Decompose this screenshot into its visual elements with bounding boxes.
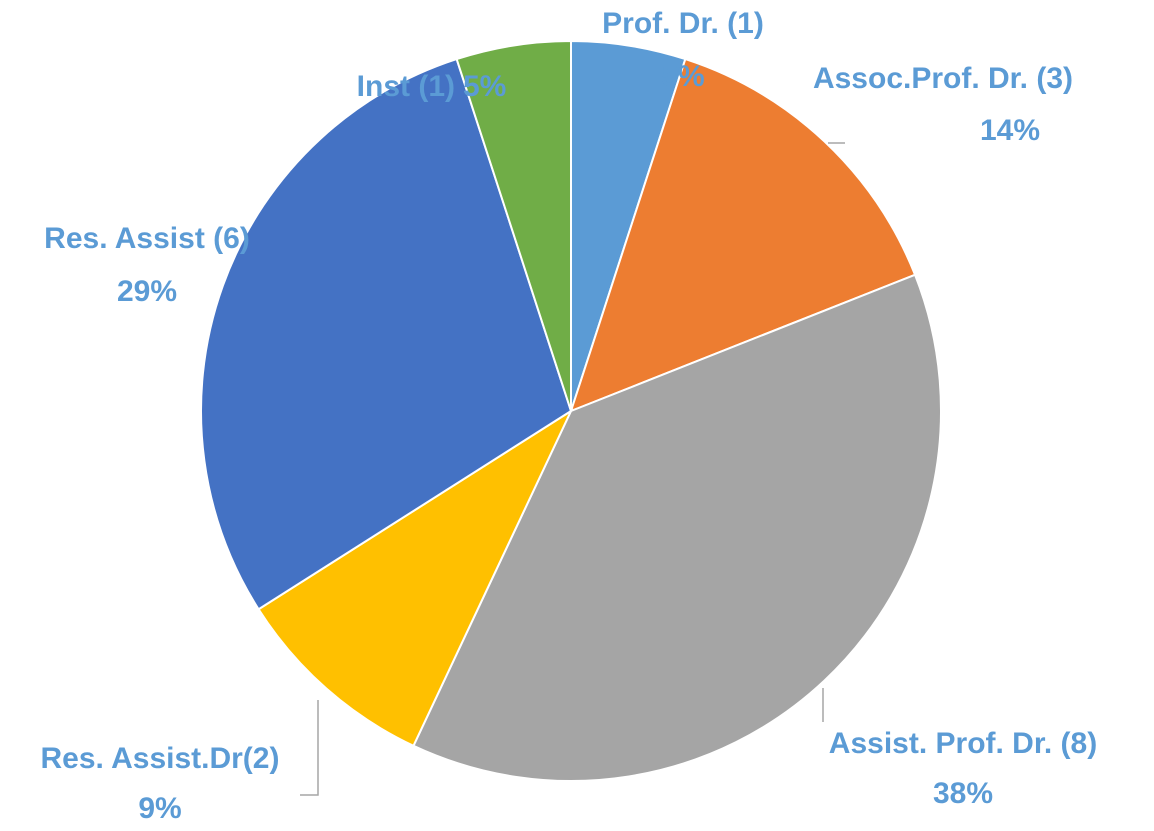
value-label: 5% (463, 70, 506, 103)
slice-label: Inst (1) (357, 70, 455, 103)
value-label: 9% (138, 792, 181, 825)
slice (412, 273, 942, 782)
slice (455, 39, 572, 412)
slice-label: Assist. Prof. Dr. (8) (829, 727, 1097, 760)
slice (257, 408, 574, 748)
leader-line (300, 700, 319, 796)
value-label: 29% (117, 275, 177, 308)
labels: Prof. Dr. (1) 5% Assoc.Prof. Dr. (3) 14% Ass… (41, 7, 1098, 825)
value-label: 5% (661, 60, 704, 93)
leader-lines (300, 142, 845, 796)
pie (200, 39, 942, 782)
slice (200, 57, 573, 611)
slice (569, 57, 917, 413)
slice-label: Assoc.Prof. Dr. (3) (813, 62, 1073, 95)
value-label: 38% (933, 777, 993, 810)
slice-label: Res. Assist (6) (44, 222, 250, 255)
slice-label: Prof. Dr. (1) (602, 7, 764, 40)
slice-label: Res. Assist.Dr(2) (41, 742, 280, 775)
value-label: 14% (980, 114, 1040, 147)
